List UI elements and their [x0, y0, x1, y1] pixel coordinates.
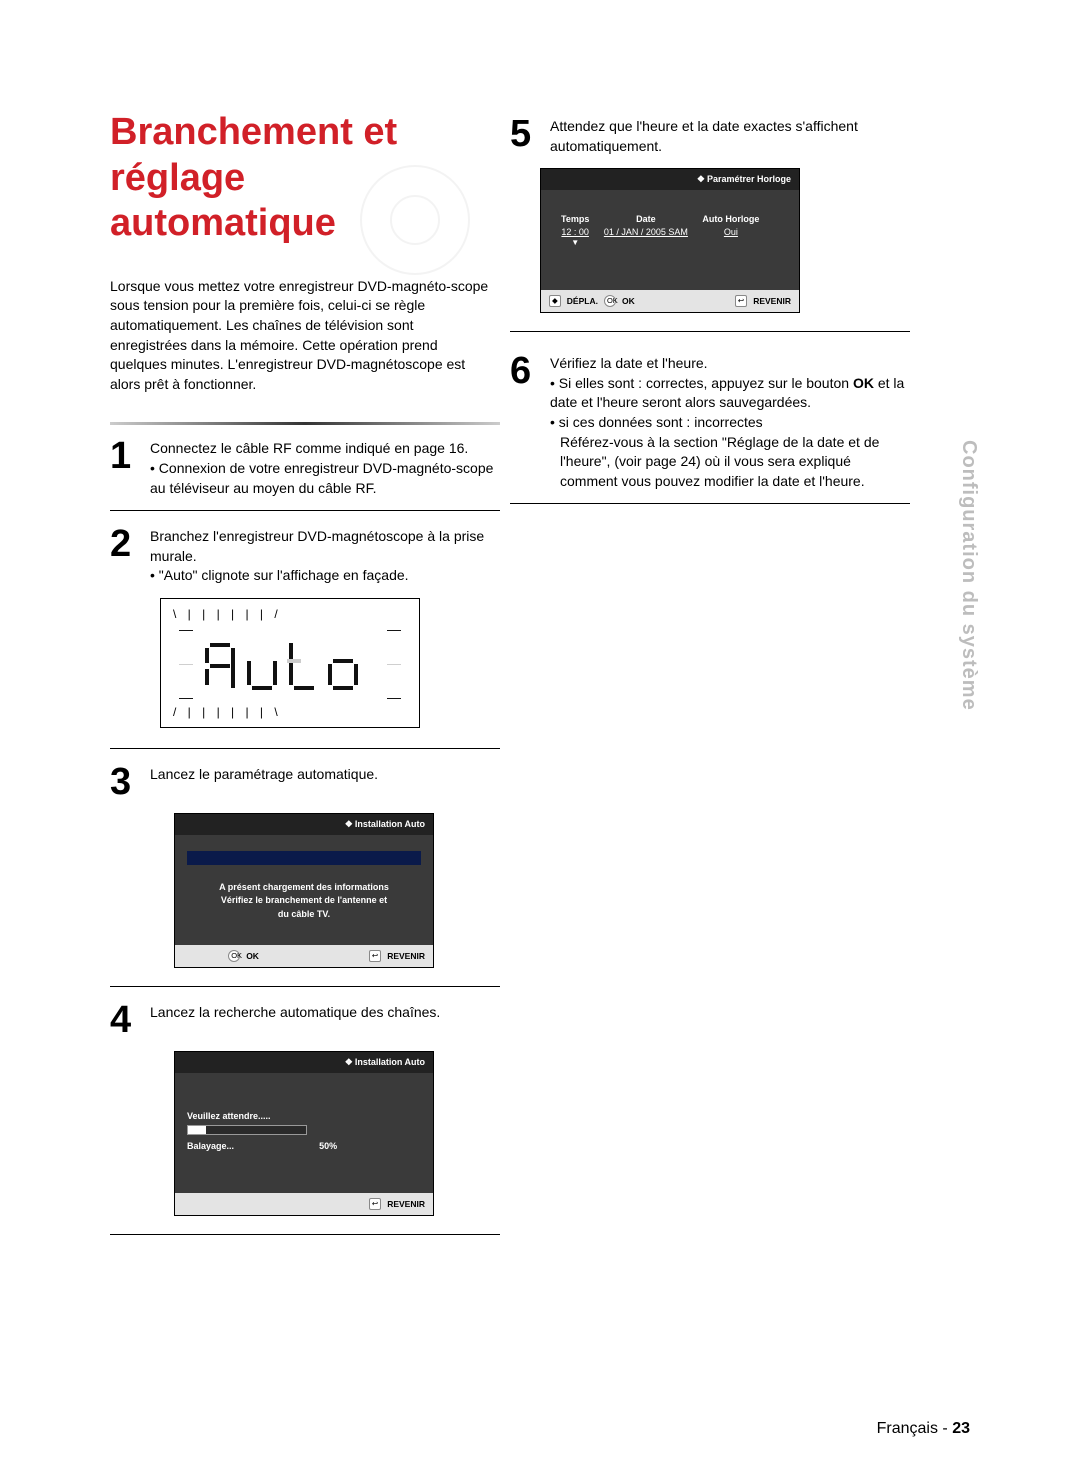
step-text: Lancez la recherche automatique des chaî…	[150, 1004, 440, 1020]
step-bullet-detail: Référez-vous à la section "Réglage de la…	[560, 433, 910, 492]
return-label: REVENIR	[387, 1199, 425, 1209]
step-text: Vérifiez la date et l'heure.	[550, 355, 708, 371]
step-3: 3 Lancez le paramétrage automatique.	[110, 763, 500, 801]
progress-fill	[188, 1126, 206, 1134]
seg-right-bars: ———	[387, 621, 401, 705]
return-key-icon: ↩	[369, 950, 381, 962]
step-number: 1	[110, 437, 144, 498]
page-footer: Français - 23	[877, 1420, 970, 1438]
separator	[110, 422, 500, 425]
auto-clock-label: Auto Horloge	[702, 214, 759, 224]
step-number: 2	[110, 525, 144, 586]
title-line-1: Branchement et	[110, 111, 397, 153]
step-6: 6 Vérifiez la date et l'heure. • Si elle…	[510, 352, 910, 491]
time-value: 12 : 00	[561, 227, 589, 237]
osd-title: Installation Auto	[355, 1057, 425, 1067]
ok-label: OK	[246, 951, 259, 961]
osd-footer: ◆ DÉPLA. OK OK ↩ REVENIR	[541, 290, 799, 312]
separator	[510, 503, 910, 504]
wait-label: Veuillez attendre.....	[187, 1111, 421, 1121]
osd-body: Veuillez attendre..... Balayage... 50%	[175, 1073, 433, 1193]
step-body: Lancez la recherche automatique des chaî…	[150, 1001, 440, 1039]
ok-key-icon: OK	[604, 295, 616, 307]
step-body: Attendez que l'heure et la date exactes …	[550, 115, 910, 156]
osd-highlight-bar	[187, 851, 421, 865]
clock-auto-column: Auto Horloge Oui	[702, 214, 759, 237]
osd-header: ❖Installation Auto	[175, 814, 433, 835]
step-bullet: • Connexion de votre enregistreur DVD-ma…	[150, 460, 493, 496]
step-text: Attendez que l'heure et la date exactes …	[550, 118, 858, 154]
ticks-top: \ | | | | | | /	[169, 607, 411, 621]
date-value: 01 / JAN / 2005 SAM	[604, 227, 688, 237]
step-bullet: • si ces données sont : incorrectes	[550, 414, 763, 430]
move-label: DÉPLA.	[567, 296, 598, 306]
osd-header: ❖Installation Auto	[175, 1052, 433, 1073]
scan-percent: 50%	[319, 1141, 337, 1151]
osd-title: Installation Auto	[355, 819, 425, 829]
scan-label: Balayage...	[187, 1141, 234, 1151]
step-bullet: • "Auto" clignote sur l'affichage en faç…	[150, 567, 409, 583]
step-text: Branchez l'enregistreur DVD-magnétoscope…	[150, 528, 484, 564]
intro-paragraph: Lorsque vous mettez votre enregistreur D…	[110, 277, 490, 395]
clock-time-column: Temps 12 : 00 ▼	[561, 214, 589, 247]
osd-msg-line: Vérifiez le branchement de l'antenne et	[187, 894, 421, 908]
step-body: Branchez l'enregistreur DVD-magnétoscope…	[150, 525, 500, 586]
right-column: 5 Attendez que l'heure et la date exacte…	[510, 115, 910, 504]
step-number: 4	[110, 1001, 144, 1039]
separator	[110, 1234, 500, 1235]
step-4: 4 Lancez la recherche automatique des ch…	[110, 1001, 500, 1039]
time-label: Temps	[561, 214, 589, 224]
progress-bar	[187, 1125, 307, 1135]
seven-segment-row: ———	[169, 621, 411, 705]
step-text: Lancez le paramétrage automatique.	[150, 766, 378, 782]
step-number: 6	[510, 352, 544, 491]
step-5: 5 Attendez que l'heure et la date exacte…	[510, 115, 910, 156]
osd-msg-line: A présent chargement des informations	[187, 881, 421, 895]
osd-msg-line: du câble TV.	[187, 908, 421, 922]
step-number: 3	[110, 763, 144, 801]
osd-header: ❖Paramétrer Horloge	[541, 169, 799, 190]
osd-title: Paramétrer Horloge	[707, 174, 791, 184]
step-body: Vérifiez la date et l'heure. • Si elles …	[550, 352, 910, 491]
auto-clock-value: Oui	[702, 227, 759, 237]
seg-left-bars: ———	[179, 621, 193, 705]
ok-label: OK	[622, 296, 635, 306]
osd-body: Temps 12 : 00 ▼ Date 01 / JAN / 2005 SAM…	[541, 190, 799, 290]
return-key-icon: ↩	[369, 1198, 381, 1210]
return-key-icon: ↩	[735, 295, 747, 307]
arrow-down-icon: ▼	[561, 238, 589, 247]
left-column: 1 Connectez le câble RF comme indiqué en…	[110, 422, 500, 1235]
step-body: Connectez le câble RF comme indiqué en p…	[150, 437, 500, 498]
osd-footer: OK OK ↩ REVENIR	[175, 945, 433, 967]
osd-body: A présent chargement des informations Vé…	[175, 835, 433, 946]
step-bullet: • Si elles sont : correctes, appuyez sur…	[550, 375, 904, 411]
osd-footer: ↩ REVENIR	[175, 1193, 433, 1215]
title-line-2: réglage automatique	[110, 157, 336, 245]
section-tab: Configuration du système	[957, 440, 980, 711]
step-1: 1 Connectez le câble RF comme indiqué en…	[110, 437, 500, 498]
auto-text-svg	[205, 633, 375, 693]
osd-screen-install-info: ❖Installation Auto A présent chargement …	[174, 813, 434, 969]
step-body: Lancez le paramétrage automatique.	[150, 763, 378, 801]
clock-date-column: Date 01 / JAN / 2005 SAM	[604, 214, 688, 237]
step-number: 5	[510, 115, 544, 156]
move-key-icon: ◆	[549, 295, 561, 307]
ok-key-icon: OK	[228, 950, 240, 962]
front-panel-display: \ | | | | | | / ———	[160, 598, 420, 728]
return-label: REVENIR	[753, 296, 791, 306]
footer-language: Français -	[877, 1420, 953, 1437]
return-label: REVENIR	[387, 951, 425, 961]
osd-screen-clock: ❖Paramétrer Horloge Temps 12 : 00 ▼ Date…	[540, 168, 800, 313]
step-2: 2 Branchez l'enregistreur DVD-magnétosco…	[110, 525, 500, 586]
ticks-bottom: / | | | | | | \	[169, 705, 411, 719]
footer-page-number: 23	[952, 1420, 970, 1437]
date-label: Date	[604, 214, 688, 224]
step-text: Connectez le câble RF comme indiqué en p…	[150, 440, 468, 456]
osd-screen-scanning: ❖Installation Auto Veuillez attendre....…	[174, 1051, 434, 1216]
disc-decoration	[360, 165, 470, 275]
